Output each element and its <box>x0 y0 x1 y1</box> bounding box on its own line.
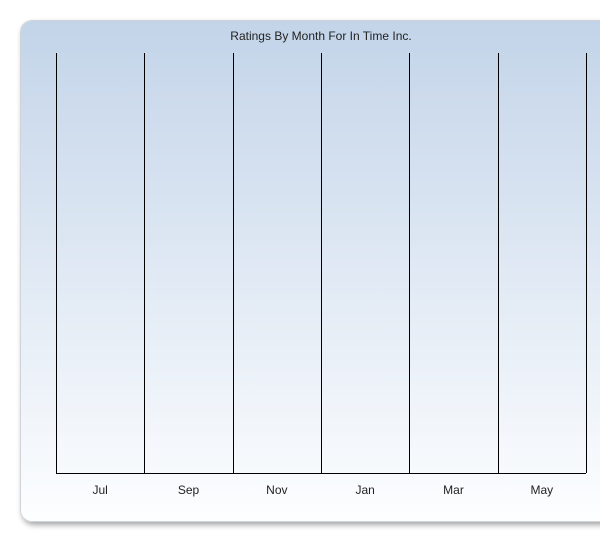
ratings-chart: Ratings By Month For In Time Inc. Jul Sep… <box>20 20 600 522</box>
x-axis-label: Sep <box>178 483 199 497</box>
x-axis-label: Nov <box>266 483 287 497</box>
chart-title: Ratings By Month For In Time Inc. <box>21 29 600 43</box>
gridline <box>233 53 234 473</box>
plot-area <box>56 53 586 474</box>
x-axis-label: May <box>530 483 553 497</box>
gridline <box>586 53 587 473</box>
gridline <box>144 53 145 473</box>
gridline <box>321 53 322 473</box>
gridline <box>498 53 499 473</box>
x-axis-label: Jul <box>92 483 107 497</box>
gridline <box>409 53 410 473</box>
gridline <box>56 53 57 473</box>
x-axis-label: Jan <box>355 483 374 497</box>
x-axis-label: Mar <box>443 483 464 497</box>
